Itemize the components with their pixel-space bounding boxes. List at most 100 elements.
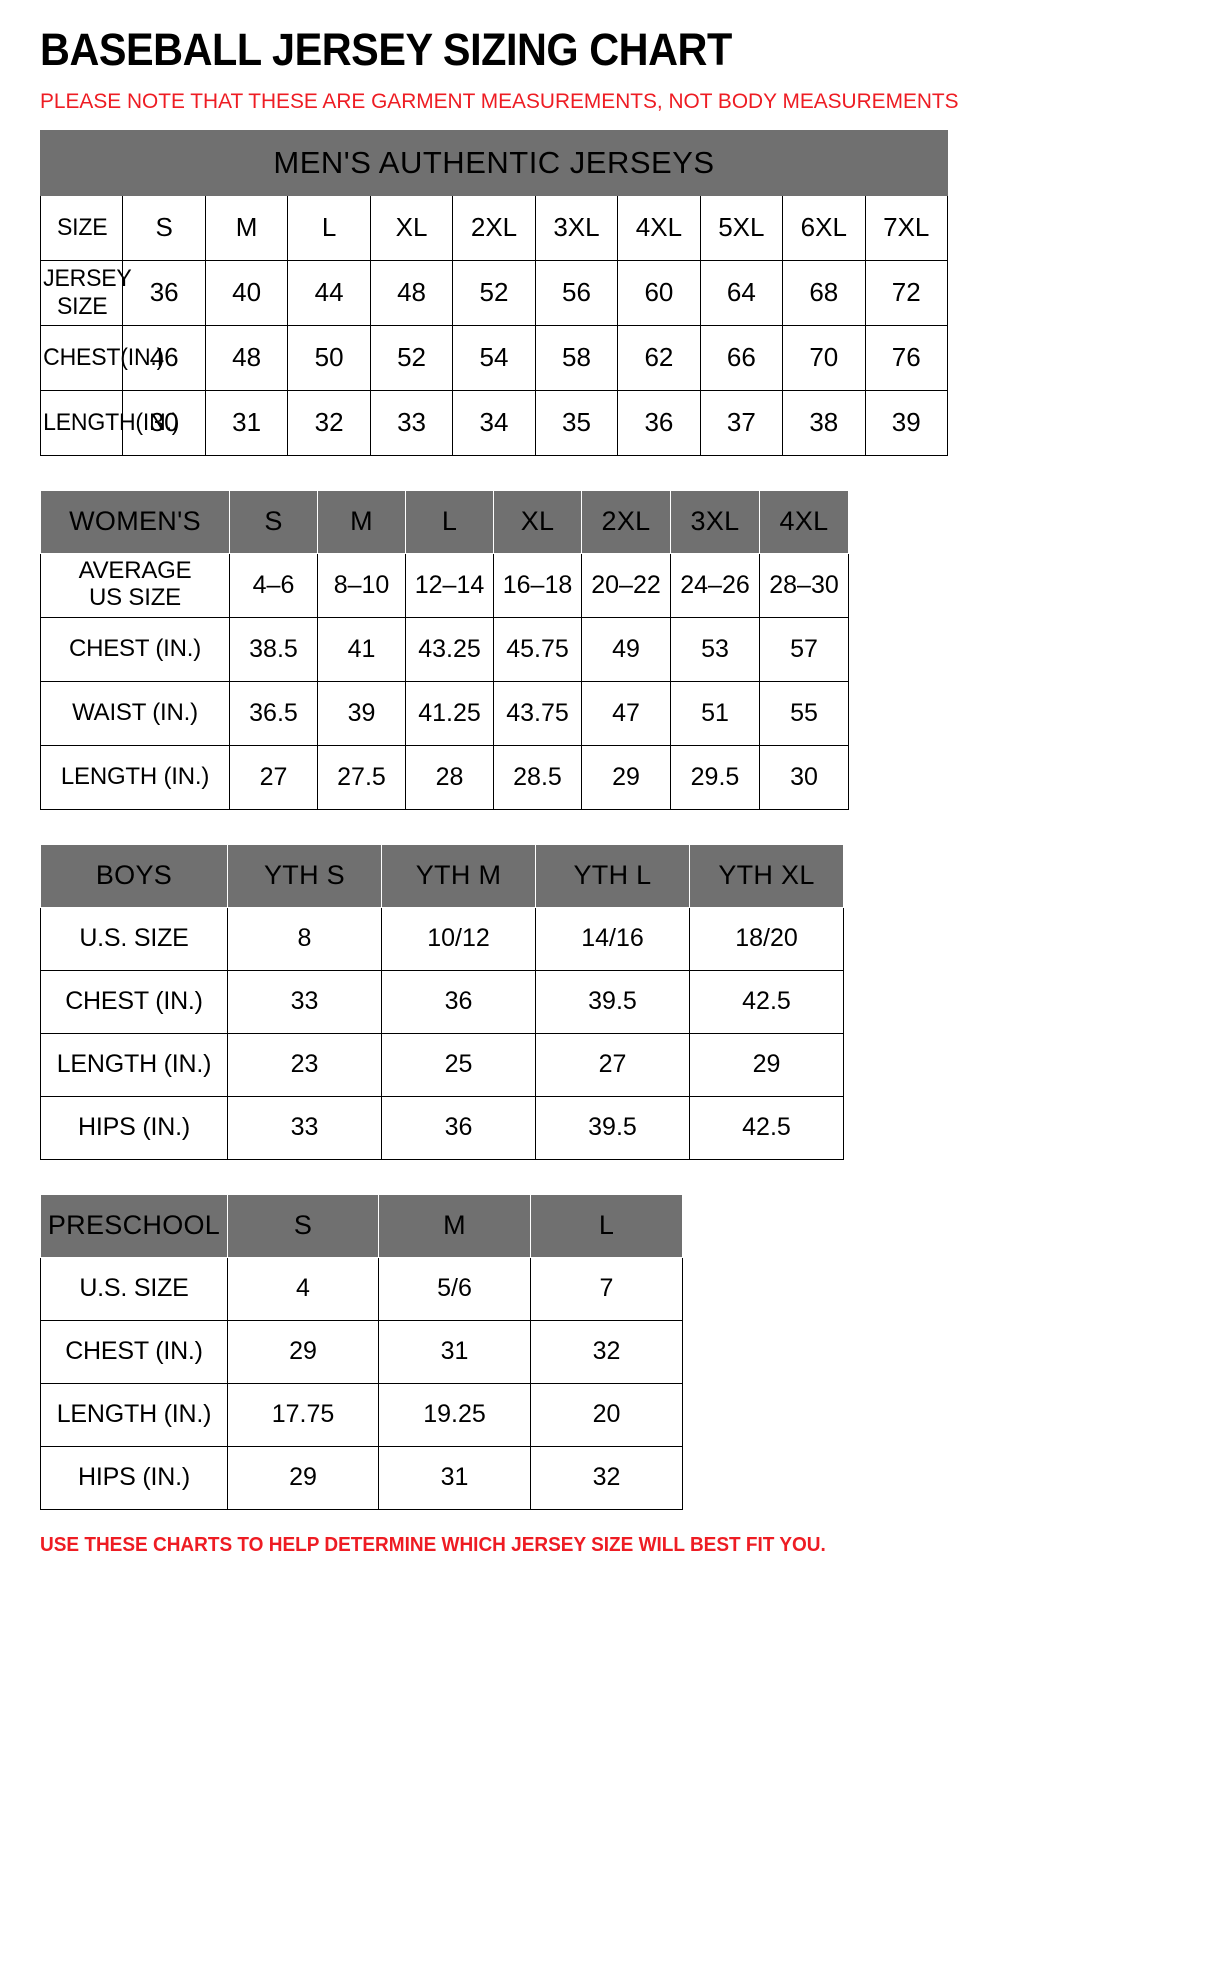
mens-banner-title: MEN'S AUTHENTIC JERSEYS	[40, 129, 948, 196]
mens-col-header: 6XL	[782, 194, 866, 261]
womens-row-label: LENGTH (IN.)	[40, 744, 230, 810]
table-row: U.S. SIZE 4 5/6 7	[40, 1256, 683, 1321]
womens-col-header: S	[229, 489, 318, 554]
womens-cell: 43.75	[493, 680, 582, 746]
mens-cell: 64	[699, 259, 784, 326]
preschool-cell: 29	[227, 1445, 379, 1510]
womens-cell: 27	[229, 744, 318, 810]
womens-cell: 41.25	[405, 680, 494, 746]
boys-col-header: YTH S	[227, 843, 382, 908]
boys-cell: 42.5	[689, 969, 844, 1034]
preschool-cell: 20	[530, 1382, 683, 1447]
mens-cell: 52	[452, 259, 536, 326]
womens-cell: 57	[759, 616, 849, 682]
preschool-col-header: S	[227, 1193, 379, 1258]
mens-cell: 44	[287, 259, 371, 326]
table-row: HIPS (IN.) 29 31 32	[40, 1445, 683, 1510]
mens-cell: 48	[204, 324, 289, 391]
boys-cell: 39.5	[535, 969, 690, 1034]
mens-cell: 37	[699, 389, 784, 456]
boys-cell: 25	[381, 1032, 536, 1097]
boys-cell: 29	[689, 1032, 844, 1097]
mens-header-row: SIZE S M L XL 2XL 3XL 4XL 5XL 6XL 7XL	[41, 194, 949, 261]
mens-cell: 34	[452, 389, 536, 456]
womens-cell: 38.5	[229, 616, 318, 682]
table-row: AVERAGE US SIZE 4–6 8–10 12–14 16–18 20–…	[40, 552, 849, 618]
womens-cell: 16–18	[493, 552, 582, 618]
womens-cell: 53	[670, 616, 760, 682]
mens-cell: 46	[122, 324, 206, 391]
womens-table-body: WOMEN'S S M L XL 2XL 3XL 4XL AVERAGE US …	[40, 489, 849, 810]
table-row: CHEST (IN.) 33 36 39.5 42.5	[40, 969, 844, 1034]
mens-cell: 70	[782, 324, 866, 391]
boys-cell: 18/20	[689, 906, 844, 971]
mens-col-header: 4XL	[617, 194, 701, 261]
table-row: LENGTH (IN.) 23 25 27 29	[40, 1032, 844, 1097]
mens-cell: 38	[782, 389, 866, 456]
mens-cell: 36	[122, 259, 206, 326]
table-row: CHEST (IN.) 29 31 32	[40, 1319, 683, 1384]
boys-cell: 27	[535, 1032, 690, 1097]
womens-corner-label: WOMEN'S	[40, 489, 230, 554]
womens-row-label: WAIST (IN.)	[40, 680, 230, 746]
preschool-cell: 32	[530, 1319, 683, 1384]
womens-cell: 28.5	[493, 744, 582, 810]
womens-col-header: M	[317, 489, 406, 554]
womens-cell: 29.5	[670, 744, 760, 810]
table-row: LENGTH (IN.) 27 27.5 28 28.5 29 29.5 30	[40, 744, 849, 810]
mens-cell: 60	[617, 259, 701, 326]
preschool-cell: 7	[530, 1256, 683, 1321]
preschool-header-row: PRESCHOOL S M L	[40, 1193, 683, 1258]
womens-cell: 20–22	[581, 552, 671, 618]
womens-col-header: L	[405, 489, 494, 554]
boys-row-label: HIPS (IN.)	[40, 1095, 228, 1160]
boys-table-body: BOYS YTH S YTH M YTH L YTH XL U.S. SIZE …	[40, 843, 844, 1160]
womens-cell: 4–6	[229, 552, 318, 618]
preschool-row-label: U.S. SIZE	[40, 1256, 228, 1321]
preschool-col-header: M	[378, 1193, 531, 1258]
womens-cell: 8–10	[317, 552, 406, 618]
preschool-cell: 19.25	[378, 1382, 531, 1447]
boys-cell: 42.5	[689, 1095, 844, 1160]
womens-cell: 39	[317, 680, 406, 746]
womens-cell: 51	[670, 680, 760, 746]
mens-cell: 40	[204, 259, 289, 326]
womens-cell: 24–26	[670, 552, 760, 618]
womens-cell: 30	[759, 744, 849, 810]
boys-cell: 33	[227, 969, 382, 1034]
footer-note: USE THESE CHARTS TO HELP DETERMINE WHICH…	[40, 1533, 826, 1556]
mens-jersey-table-section: MEN'S AUTHENTIC JERSEYS SIZE S M L XL 2X…	[40, 129, 1180, 456]
mens-col-header: 3XL	[534, 194, 619, 261]
boys-cell: 36	[381, 1095, 536, 1160]
boys-cell: 36	[381, 969, 536, 1034]
womens-cell: 45.75	[493, 616, 582, 682]
womens-row-label: AVERAGE US SIZE	[40, 552, 230, 618]
womens-cell: 55	[759, 680, 849, 746]
mens-col-header: XL	[369, 194, 454, 261]
preschool-row-label: HIPS (IN.)	[40, 1445, 228, 1510]
boys-cell: 14/16	[535, 906, 690, 971]
mens-col-header: 7XL	[864, 194, 949, 261]
garment-measurement-note: PLEASE NOTE THAT THESE ARE GARMENT MEASU…	[40, 89, 959, 114]
boys-cell: 8	[227, 906, 382, 971]
boys-sizing-table: BOYS YTH S YTH M YTH L YTH XL U.S. SIZE …	[40, 843, 844, 1160]
womens-col-header: 3XL	[670, 489, 760, 554]
table-row: WAIST (IN.) 36.5 39 41.25 43.75 47 51 55	[40, 680, 849, 746]
mens-cell: 32	[287, 389, 371, 456]
preschool-cell: 31	[378, 1319, 531, 1384]
mens-corner-label: SIZE	[41, 194, 122, 261]
womens-col-header: XL	[493, 489, 582, 554]
preschool-cell: 29	[227, 1319, 379, 1384]
table-row: LENGTH(IN.) 30 31 32 33 34 35 36 37 38 3…	[41, 389, 949, 456]
mens-cell: 62	[617, 324, 701, 391]
womens-cell: 12–14	[405, 552, 494, 618]
boys-header-row: BOYS YTH S YTH M YTH L YTH XL	[40, 843, 844, 908]
mens-banner-row: MEN'S AUTHENTIC JERSEYS	[40, 129, 948, 196]
preschool-corner-label: PRESCHOOL	[40, 1193, 228, 1258]
boys-cell: 23	[227, 1032, 382, 1097]
womens-row-label: CHEST (IN.)	[40, 616, 230, 682]
mens-col-header: 5XL	[699, 194, 784, 261]
mens-row-label: JERSEY SIZE	[41, 259, 131, 326]
preschool-row-label: LENGTH (IN.)	[40, 1382, 228, 1447]
